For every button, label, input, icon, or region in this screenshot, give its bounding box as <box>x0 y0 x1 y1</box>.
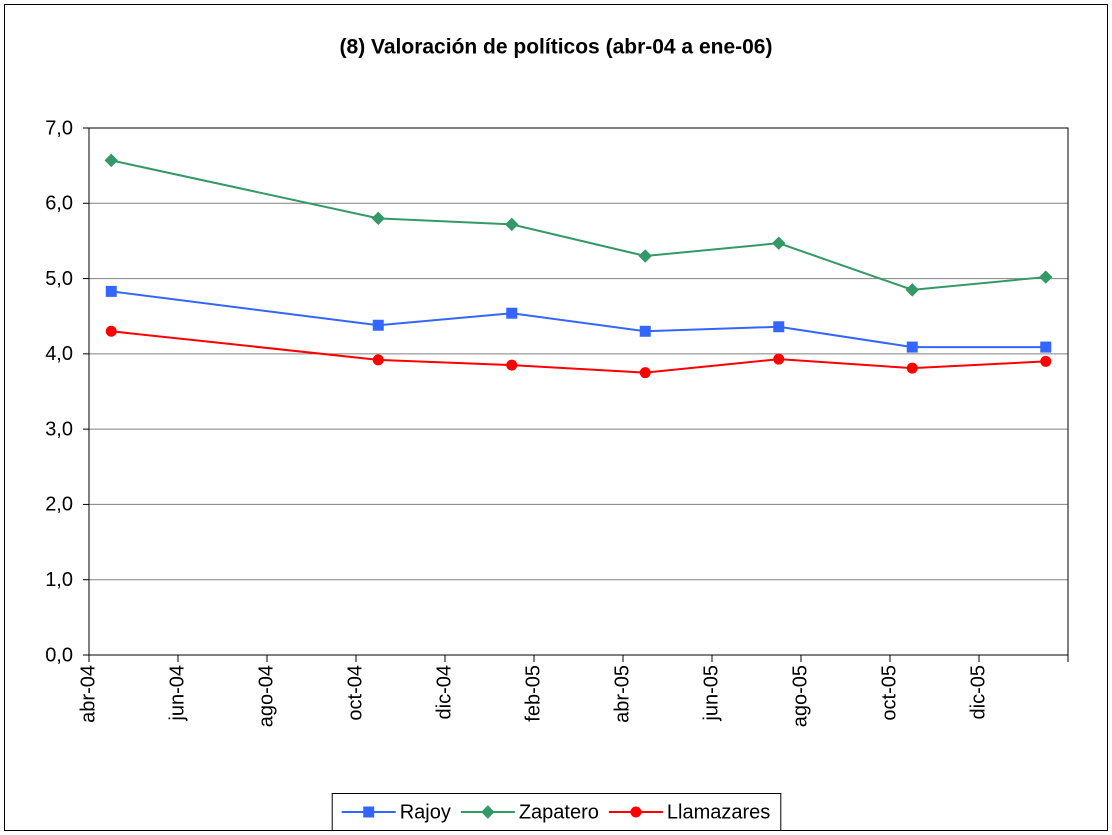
marker <box>630 806 642 818</box>
marker <box>506 359 518 371</box>
x-tick-label: jun-04 <box>166 665 188 722</box>
marker <box>104 153 118 168</box>
marker <box>1039 270 1053 284</box>
legend-label: Zapatero <box>519 801 599 823</box>
marker <box>363 806 375 818</box>
marker <box>1040 355 1052 367</box>
y-tick-label: 4,0 <box>45 343 73 365</box>
marker <box>481 805 495 819</box>
legend-box <box>331 793 782 831</box>
marker <box>773 321 785 333</box>
x-tick-label: dic-04 <box>433 665 455 719</box>
y-tick-label: 0,0 <box>45 644 73 666</box>
y-tick-label: 6,0 <box>45 193 73 215</box>
legend: Rajoy Zapatero Llamazares <box>331 793 782 831</box>
marker <box>639 325 651 337</box>
marker <box>372 319 384 331</box>
legend-label: Rajoy <box>400 801 451 823</box>
y-tick-label: 5,0 <box>45 268 73 290</box>
marker <box>505 217 519 232</box>
x-tick-label: ago-04 <box>255 665 277 727</box>
marker <box>1040 341 1052 353</box>
marker <box>506 307 518 319</box>
y-tick-label: 3,0 <box>45 418 73 440</box>
marker <box>105 325 117 337</box>
x-tick-label: abr-04 <box>77 665 99 723</box>
marker <box>906 362 918 374</box>
x-tick-label: oct-04 <box>344 665 366 721</box>
marker <box>773 353 785 365</box>
chart-title: (8) Valoración de políticos (abr-04 a en… <box>340 36 773 59</box>
chart-border <box>4 4 1108 831</box>
marker <box>905 283 919 297</box>
legend-label: Llamazares <box>667 801 770 823</box>
x-tick-label: abr-05 <box>611 665 633 723</box>
plot-area <box>88 127 1069 656</box>
marker <box>772 236 786 250</box>
marker <box>105 285 117 297</box>
x-tick-label: feb-05 <box>522 665 544 722</box>
x-tick-label: ago-05 <box>789 665 811 727</box>
marker <box>638 249 652 263</box>
x-tick-label: oct-05 <box>878 665 900 721</box>
y-tick-label: 7,0 <box>45 117 73 139</box>
marker <box>371 211 385 226</box>
y-tick-label: 1,0 <box>45 569 73 591</box>
x-tick-label: jun-05 <box>700 665 722 722</box>
x-tick-label: dic-05 <box>967 665 989 719</box>
marker <box>372 354 384 366</box>
y-tick-label: 2,0 <box>45 494 73 516</box>
marker <box>639 367 651 379</box>
marker <box>906 341 918 353</box>
